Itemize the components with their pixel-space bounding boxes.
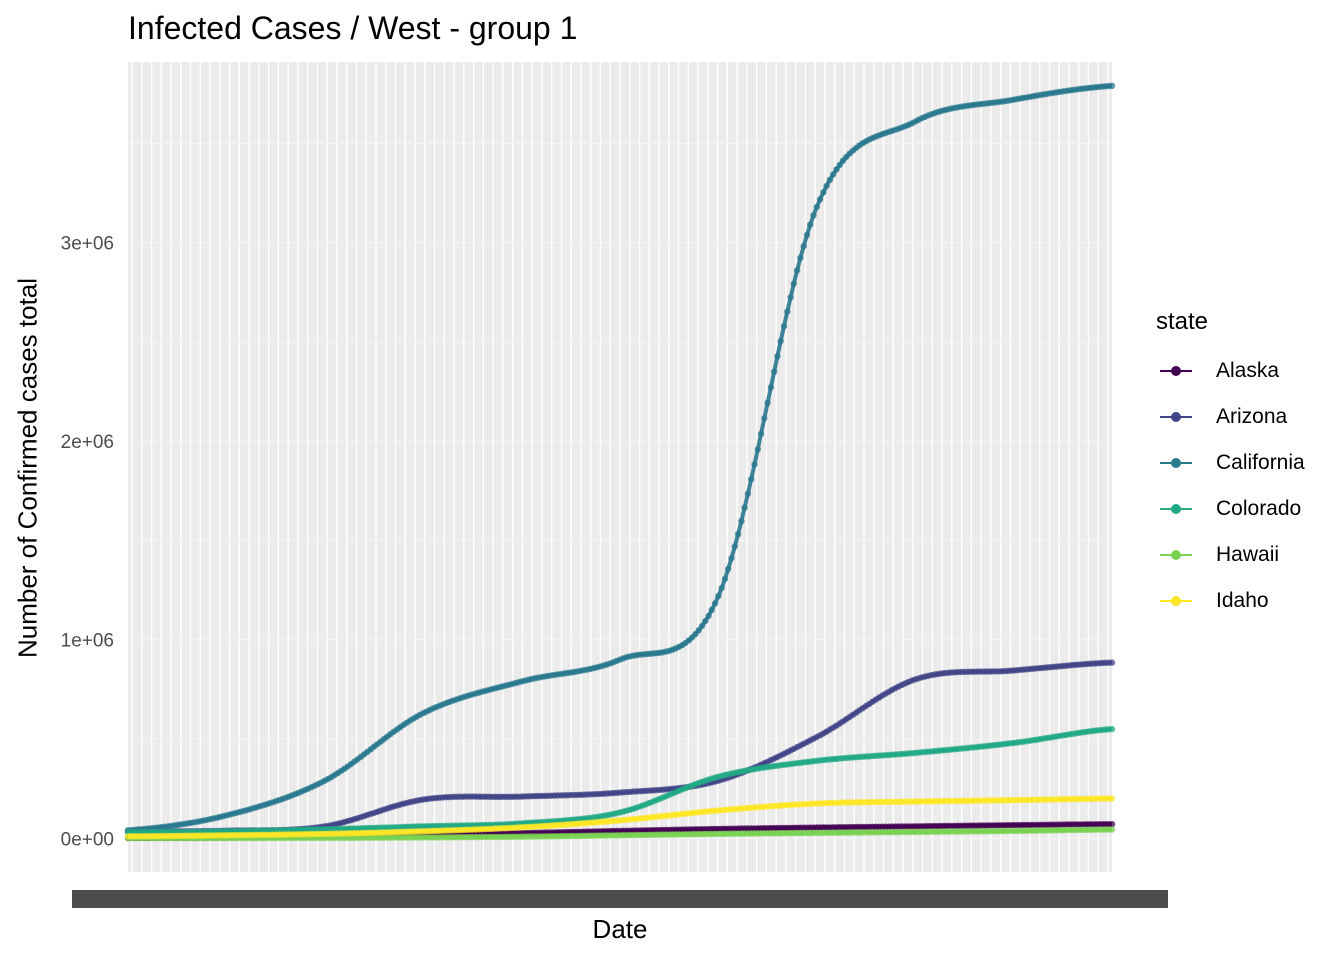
legend-key [1156,499,1196,519]
data-point [718,584,725,592]
data-point [830,171,837,178]
legend-item: Arizona [1156,394,1305,440]
series-hawaii [124,826,1116,842]
series-idaho [124,795,1116,840]
data-point [721,575,729,583]
data-point [784,308,791,315]
y-tick-label: 1e+06 [61,631,114,652]
legend-item: Colorado [1156,486,1305,532]
x-axis-label: Date [592,914,648,944]
data-point [1108,821,1116,828]
data-point [754,446,761,453]
legend-title: state [1156,308,1209,335]
legend: state Alaska Arizona California Colorado Haw… [1156,308,1305,624]
legend-key [1156,453,1196,473]
data-point [764,399,771,407]
data-point [738,518,745,525]
legend-key [1156,407,1196,427]
data-point [793,267,801,274]
x-tick-labels [72,890,1168,908]
data-point [757,430,765,438]
data-point [731,543,738,550]
data-point [725,565,732,573]
data-point [803,231,811,239]
y-tick-label: 0e+00 [61,829,114,850]
data-point [705,612,712,619]
legend-item: Alaska [1156,348,1305,394]
legend-label: Arizona [1216,405,1288,428]
series-colorado [124,725,1116,836]
data-point [813,203,820,211]
data-point [734,531,742,538]
legend-item: Idaho [1156,578,1305,624]
data-point [744,490,752,497]
data-point [826,176,834,183]
data-point [780,323,788,330]
data-point [810,212,817,219]
y-tick-label: 2e+06 [61,432,114,453]
data-point [1108,725,1116,733]
data-point [741,504,748,511]
legend-key [1156,591,1196,611]
data-point [833,166,840,173]
legend-item: California [1156,440,1305,486]
data-point [751,461,758,468]
data-point [711,600,719,607]
data-point [1108,659,1116,666]
data-point [800,242,807,250]
data-point [820,189,827,196]
data-point [1108,795,1116,802]
data-point [807,221,814,228]
data-point [797,254,804,262]
data-point [777,337,784,345]
legend-key [1156,545,1196,565]
data-point [708,606,715,613]
data-point [790,280,797,287]
data-point [748,476,755,483]
legend-label: Colorado [1216,497,1302,520]
data-point [761,415,768,422]
data-point [816,196,824,203]
data-point [787,294,794,301]
data-point [771,368,778,375]
legend-label: California [1216,451,1305,474]
data-point [1108,826,1116,833]
legend-key [1156,361,1196,381]
legend-label: Idaho [1216,589,1269,612]
data-point [728,554,735,562]
data-point [823,182,830,189]
data-point [698,622,706,630]
data-point [715,592,722,600]
data-point [702,617,709,625]
y-tick-label: 3e+06 [61,234,114,255]
data-point [774,353,781,360]
data-point [767,384,775,391]
y-axis-label: Number of Confirmed cases total [12,277,43,659]
data-point [1108,82,1116,90]
legend-label: Hawaii [1216,543,1280,566]
chart-title: Infected Cases / West - group 1 [128,10,578,46]
legend-item: Hawaii [1156,532,1305,578]
legend-label: Alaska [1216,359,1280,382]
series-california [124,82,1116,834]
